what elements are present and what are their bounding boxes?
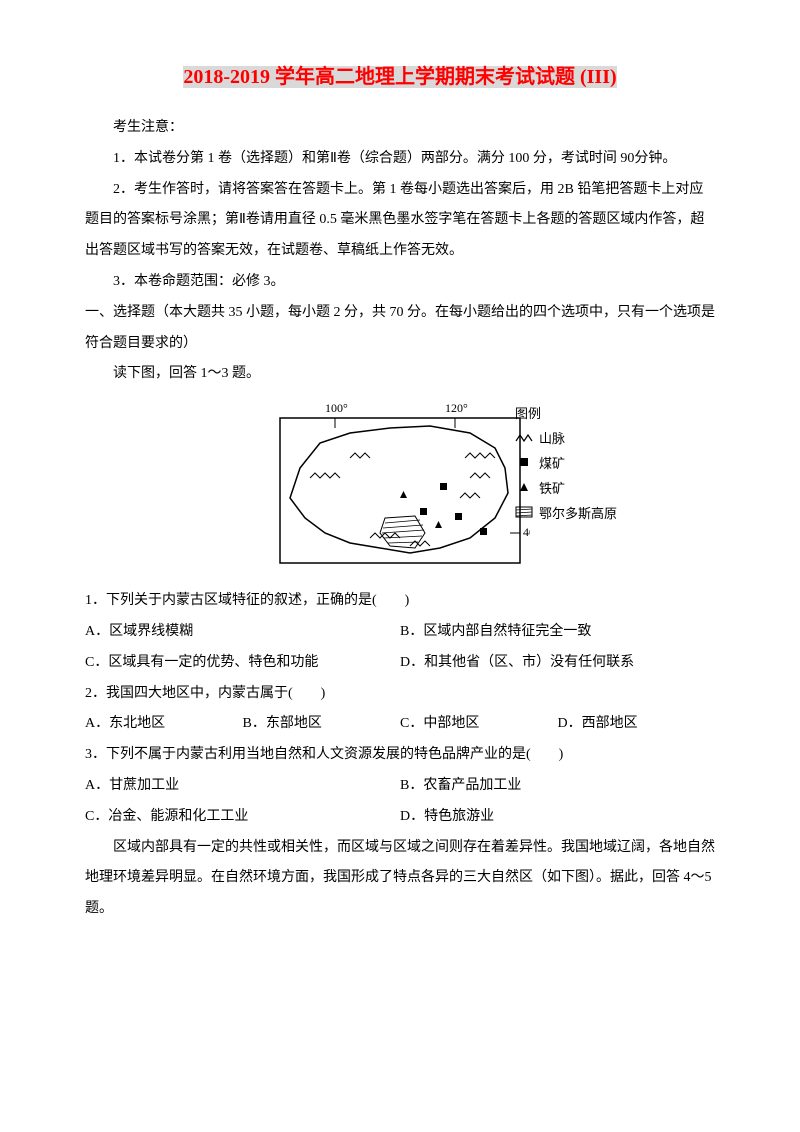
q3-option-c: C．冶金、能源和化工工业 xyxy=(85,802,400,833)
q2-option-d: D．西部地区 xyxy=(558,709,716,740)
legend-iron-label: 铁矿 xyxy=(539,478,565,497)
q1-option-a: A．区域界线模糊 xyxy=(85,617,400,648)
lon-100-label: 100° xyxy=(325,401,348,415)
intro-rule-1: 1．本试卷分第 1 卷（选择题）和第Ⅱ卷（综合题）两部分。满分 100 分，考试… xyxy=(85,144,715,175)
passage-4-5: 区域内部具有一定的共性或相关性，而区域与区域之间则存在着差异性。我国地域辽阔，各… xyxy=(85,833,715,925)
q3-options-row1: A．甘蔗加工业 B．农畜产品加工业 xyxy=(85,771,715,802)
map-svg: 100° 120° 40° xyxy=(270,398,530,573)
title-text: 2018-2019 学年高二地理上学期期末考试试题 (III) xyxy=(183,66,616,88)
q2-stem: 2．我国四大地区中，内蒙古属于( ) xyxy=(85,679,715,710)
q2-option-b: B．东部地区 xyxy=(243,709,401,740)
prompt-1-3: 读下图，回答 1～3 题。 xyxy=(85,359,715,390)
legend-title: 图例 xyxy=(515,403,617,422)
coal-icon xyxy=(515,456,533,470)
lon-120-label: 120° xyxy=(445,401,468,415)
page-title: 2018-2019 学年高二地理上学期期末考试试题 (III) xyxy=(85,60,715,89)
q3-options-row2: C．冶金、能源和化工工业 D．特色旅游业 xyxy=(85,802,715,833)
legend-ordos: 鄂尔多斯高原 xyxy=(515,503,617,522)
legend-mountain: 山脉 xyxy=(515,428,617,447)
legend-mountain-label: 山脉 xyxy=(539,428,565,447)
q3-option-b: B．农畜产品加工业 xyxy=(400,771,715,802)
mountain-icon xyxy=(515,431,533,445)
q1-options-row2: C．区域具有一定的优势、特色和功能 D．和其他省（区、市）没有任何联系 xyxy=(85,648,715,679)
q1-options-row1: A．区域界线模糊 B．区域内部自然特征完全一致 xyxy=(85,617,715,648)
map-figure: 100° 120° 40° xyxy=(85,398,715,578)
legend-title-text: 图例 xyxy=(515,403,541,422)
map-legend: 图例 山脉 煤矿 铁矿 xyxy=(515,403,617,528)
q3-option-d: D．特色旅游业 xyxy=(400,802,715,833)
q2-options: A．东北地区 B．东部地区 C．中部地区 D．西部地区 xyxy=(85,709,715,740)
legend-iron: 铁矿 xyxy=(515,478,617,497)
intro-rule-3: 3．本卷命题范围：必修 3。 xyxy=(85,267,715,298)
legend-coal: 煤矿 xyxy=(515,453,617,472)
q2-option-a: A．东北地区 xyxy=(85,709,243,740)
q3-option-a: A．甘蔗加工业 xyxy=(85,771,400,802)
q3-stem: 3．下列不属于内蒙古利用当地自然和人文资源发展的特色品牌产业的是( ) xyxy=(85,740,715,771)
q2-option-c: C．中部地区 xyxy=(400,709,558,740)
ordos-icon xyxy=(515,506,533,520)
intro-rule-2: 2．考生作答时，请将答案答在答题卡上。第 1 卷每小题选出答案后，用 2B 铅笔… xyxy=(85,175,715,267)
q1-option-d: D．和其他省（区、市）没有任何联系 xyxy=(400,648,715,679)
legend-ordos-label: 鄂尔多斯高原 xyxy=(539,503,617,522)
q1-option-b: B．区域内部自然特征完全一致 xyxy=(400,617,715,648)
q1-stem: 1．下列关于内蒙古区域特征的叙述，正确的是( ) xyxy=(85,586,715,617)
intro-notice: 考生注意： xyxy=(85,113,715,144)
section-1-header: 一、选择题（本大题共 35 小题，每小题 2 分，共 70 分。在每小题给出的四… xyxy=(85,298,715,360)
iron-icon xyxy=(515,481,533,495)
legend-coal-label: 煤矿 xyxy=(539,453,565,472)
q1-option-c: C．区域具有一定的优势、特色和功能 xyxy=(85,648,400,679)
